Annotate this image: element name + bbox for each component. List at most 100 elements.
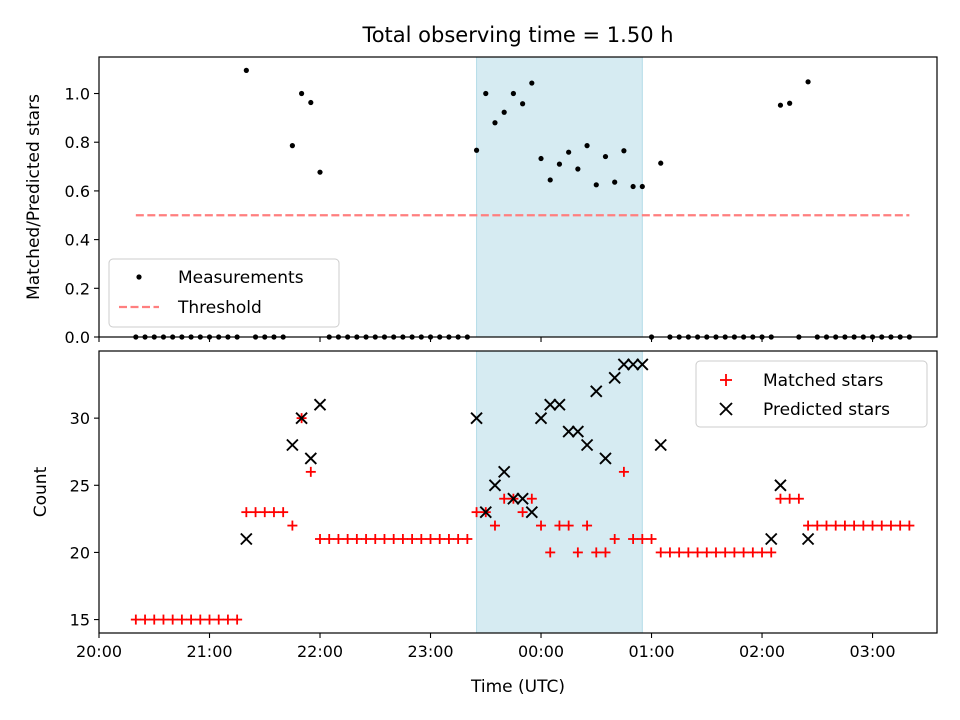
matched-star-point xyxy=(250,507,261,518)
measurement-point xyxy=(787,100,793,106)
matched-star-point xyxy=(222,614,233,625)
matched-star-point xyxy=(609,534,620,544)
matched-star-point xyxy=(536,520,547,531)
matched-star-point xyxy=(720,547,731,558)
x-tick-label: 02:00 xyxy=(739,642,785,661)
legend-marker-measurements xyxy=(136,274,142,280)
matched-star-point xyxy=(149,614,160,625)
matched-star-point xyxy=(434,534,445,544)
matched-star-point xyxy=(443,534,454,544)
matched-star-point xyxy=(489,520,500,531)
matched-star-point xyxy=(324,534,335,544)
matched-star-point xyxy=(775,493,786,504)
matched-star-point xyxy=(738,547,749,558)
predicted-star-point xyxy=(534,411,548,425)
top-y-tick-label: 0.8 xyxy=(65,133,90,152)
predicted-star-point xyxy=(295,411,308,425)
bottom-x-axis-ticks: 20:00 21:00 22:00 23:00 00:00 01:00 02:00 03:00 xyxy=(76,633,896,661)
matched-star-point xyxy=(600,547,611,558)
predicted-star-point xyxy=(654,438,667,452)
matched-star-point xyxy=(204,614,215,625)
predicted-star-point xyxy=(801,532,815,546)
x-tick-label: 22:00 xyxy=(297,642,343,661)
top-y-tick-label: 0.0 xyxy=(65,328,90,347)
legend-marker-matched xyxy=(720,374,732,386)
matched-star-point xyxy=(462,534,473,544)
measurement-point xyxy=(612,179,618,185)
predicted-star-point xyxy=(507,492,520,505)
legend-label-threshold: Threshold xyxy=(177,298,262,318)
measurement-point xyxy=(243,67,249,73)
matched-star-point xyxy=(278,507,289,518)
predicted-star-point xyxy=(470,411,483,425)
top-y-tick-label: 0.6 xyxy=(65,182,90,201)
predicted-star-point xyxy=(774,479,787,492)
measurement-point xyxy=(575,166,581,172)
top-legend: Measurements Threshold xyxy=(108,258,340,328)
bottom-y-tick-label: 15 xyxy=(70,611,90,630)
matched-star-point xyxy=(839,520,850,531)
matched-star-point xyxy=(582,520,593,531)
matched-star-point xyxy=(895,520,906,531)
predicted-star-point xyxy=(765,532,778,546)
bottom-y-tick-label: 25 xyxy=(70,476,90,495)
measurement-point xyxy=(584,143,590,149)
measurement-point xyxy=(289,143,295,149)
matched-star-point xyxy=(572,547,583,558)
matched-star-point xyxy=(591,547,602,558)
bottom-matched-points xyxy=(130,413,915,625)
measurement-point xyxy=(621,148,627,154)
top-y-axis-ticks: 0.0 0.2 0.4 0.6 0.8 1.0 xyxy=(65,85,99,347)
x-tick-label: 21:00 xyxy=(186,642,232,661)
measurement-point xyxy=(529,80,535,86)
matched-star-point xyxy=(803,520,814,531)
bottom-predicted-points xyxy=(240,358,815,546)
matched-star-point xyxy=(379,534,390,544)
predicted-star-point xyxy=(590,385,603,398)
top-y-tick-label: 0.4 xyxy=(65,231,90,250)
measurement-point xyxy=(317,169,323,175)
top-axes-frame xyxy=(98,56,938,338)
measurement-point xyxy=(538,155,544,162)
bottom-legend-box xyxy=(695,360,928,428)
matched-star-point xyxy=(388,534,399,544)
measurement-point xyxy=(658,160,664,166)
chart-title: Total observing time = 1.50 h xyxy=(361,23,673,47)
matched-star-point xyxy=(784,493,795,504)
matched-star-point xyxy=(655,547,666,558)
matched-star-point xyxy=(241,507,252,518)
predicted-star-point xyxy=(525,505,538,519)
measurement-point xyxy=(501,109,507,115)
measurement-point xyxy=(308,99,314,106)
predicted-star-point xyxy=(488,479,502,492)
matched-star-point xyxy=(563,520,574,531)
matched-star-point xyxy=(232,614,243,625)
measurement-point xyxy=(777,102,784,108)
matched-star-point xyxy=(342,534,353,544)
bottom-y-tick-label: 30 xyxy=(70,409,90,428)
top-legend-box xyxy=(108,258,340,328)
matched-star-point xyxy=(397,534,408,544)
predicted-star-point xyxy=(498,465,511,479)
matched-star-point xyxy=(876,520,887,531)
matched-star-point xyxy=(425,534,436,544)
measurement-point xyxy=(298,90,305,97)
measurement-point xyxy=(556,161,563,167)
matched-star-point xyxy=(858,520,869,531)
bottom-y-axis-label: Count xyxy=(31,466,51,517)
bottom-shaded-span xyxy=(476,350,643,634)
x-tick-label: 00:00 xyxy=(518,642,564,661)
predicted-star-point xyxy=(626,358,640,371)
matched-star-point xyxy=(213,614,224,625)
matched-star-point xyxy=(766,547,777,558)
matched-star-point xyxy=(618,466,629,477)
measurement-point xyxy=(602,153,609,160)
matched-star-point xyxy=(195,614,206,625)
bottom-y-axis-ticks: 15 20 25 30 xyxy=(70,409,99,630)
predicted-star-point xyxy=(313,398,327,411)
matched-star-point xyxy=(370,534,381,544)
top-y-tick-label: 1.0 xyxy=(65,85,90,104)
matched-star-point xyxy=(268,507,279,518)
predicted-star-point xyxy=(617,358,631,371)
measurement-point xyxy=(520,101,526,107)
